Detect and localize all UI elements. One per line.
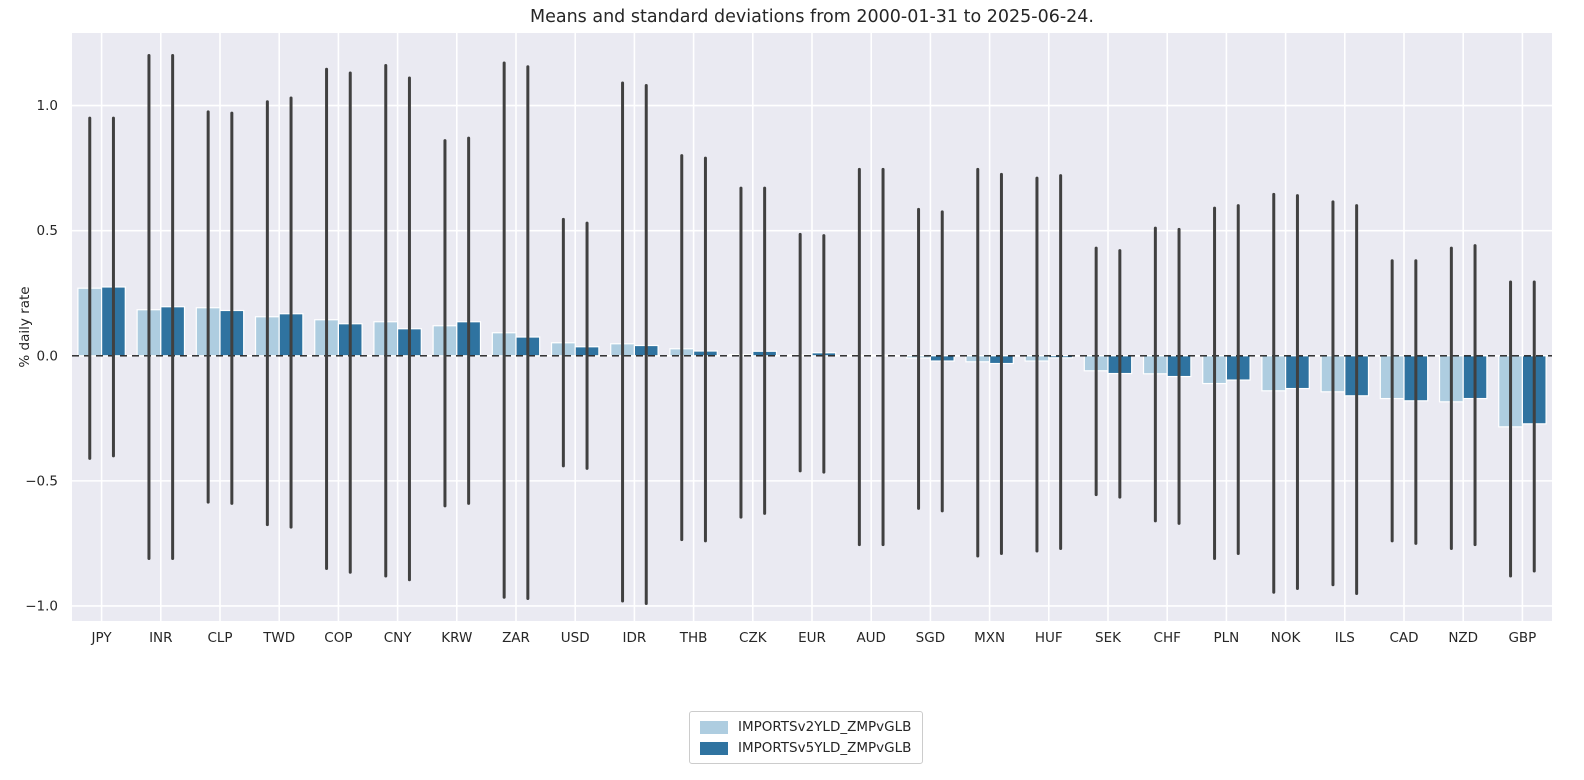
- x-tick-label-THB: THB: [679, 630, 708, 646]
- x-tick-label-MXN: MXN: [974, 630, 1005, 646]
- x-tick-label-SGD: SGD: [916, 630, 945, 646]
- legend-item-v2: IMPORTSv2YLD_ZMPvGLB: [700, 719, 911, 735]
- legend-label-v5: IMPORTSv5YLD_ZMPvGLB: [738, 740, 912, 756]
- x-tick-label-GBP: GBP: [1508, 630, 1536, 646]
- chart-title: Means and standard deviations from 2000-…: [530, 7, 1094, 27]
- x-tick-label-COP: COP: [324, 630, 352, 646]
- y-tick-label: −1.0: [25, 598, 58, 614]
- x-tick-label-INR: INR: [149, 630, 172, 646]
- legend-item-v5: IMPORTSv5YLD_ZMPvGLB: [700, 740, 911, 756]
- x-tick-label-SEK: SEK: [1095, 630, 1122, 646]
- x-tick-label-IDR: IDR: [623, 630, 647, 646]
- legend: IMPORTSv2YLD_ZMPvGLB IMPORTSv5YLD_ZMPvGL…: [689, 711, 924, 764]
- x-tick-label-CNY: CNY: [384, 630, 413, 646]
- x-tick-label-NOK: NOK: [1271, 630, 1302, 646]
- x-tick-label-CHF: CHF: [1154, 630, 1181, 646]
- x-tick-label-HUF: HUF: [1035, 630, 1063, 646]
- x-tick-label-AUD: AUD: [856, 630, 886, 646]
- x-tick-label-ILS: ILS: [1335, 630, 1355, 646]
- x-tick-label-JPY: JPY: [91, 630, 113, 646]
- x-tick-label-TWD: TWD: [262, 630, 295, 646]
- x-tick-label-CAD: CAD: [1389, 630, 1418, 646]
- x-tick-label-KRW: KRW: [441, 630, 472, 646]
- x-tick-label-EUR: EUR: [798, 630, 826, 646]
- y-tick-label: 1.0: [37, 98, 58, 114]
- legend-swatch-v2: [700, 720, 728, 734]
- x-tick-label-NZD: NZD: [1448, 630, 1478, 646]
- x-tick-label-USD: USD: [561, 630, 590, 646]
- x-tick-label-ZAR: ZAR: [502, 630, 530, 646]
- x-tick-label-CLP: CLP: [207, 630, 232, 646]
- y-tick-label: 0.0: [37, 348, 58, 364]
- x-tick-label-CZK: CZK: [739, 630, 768, 646]
- x-tick-label-PLN: PLN: [1214, 630, 1240, 646]
- legend-swatch-v5: [700, 741, 728, 755]
- y-tick-label: −0.5: [25, 473, 58, 489]
- y-tick-label: 0.5: [37, 223, 58, 239]
- legend-label-v2: IMPORTSv2YLD_ZMPvGLB: [738, 719, 912, 735]
